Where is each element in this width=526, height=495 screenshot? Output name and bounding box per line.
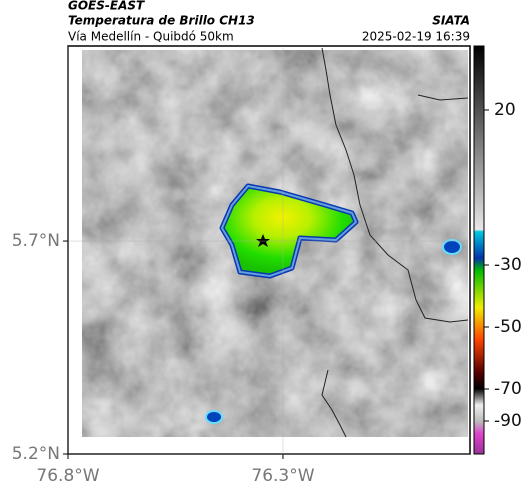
x-tick-label: 76.8°W xyxy=(36,466,99,486)
timestamp: 2025-02-19 16:39 xyxy=(362,30,470,44)
source: SIATA xyxy=(432,14,470,28)
product: Temperatura de Brillo CH13 xyxy=(68,14,255,28)
colorbar-tick-label: 20 xyxy=(494,100,516,120)
boundary xyxy=(321,47,469,323)
boundary xyxy=(417,94,469,101)
colorbar-tick-label: -90 xyxy=(494,411,522,431)
route: Vía Medellín - Quibdó 50km xyxy=(68,30,234,44)
y-tick-label: 5.2°N xyxy=(12,444,60,464)
x-tick-label: 76.3°W xyxy=(251,466,314,486)
y-tick-label: 5.7°N xyxy=(12,231,60,251)
colorbar xyxy=(473,45,485,455)
colorbar-tick-label: -50 xyxy=(494,317,522,337)
cold-cloud-edge xyxy=(220,184,358,278)
colorbar-tick-label: -30 xyxy=(494,255,522,275)
station-marker xyxy=(256,234,270,247)
boundary xyxy=(321,369,347,438)
cold-cell xyxy=(205,410,223,424)
colorbar-tick-label: -70 xyxy=(494,379,522,399)
satellite: GOES-EAST xyxy=(68,0,145,13)
cold-cell xyxy=(442,239,462,255)
map xyxy=(67,45,471,455)
